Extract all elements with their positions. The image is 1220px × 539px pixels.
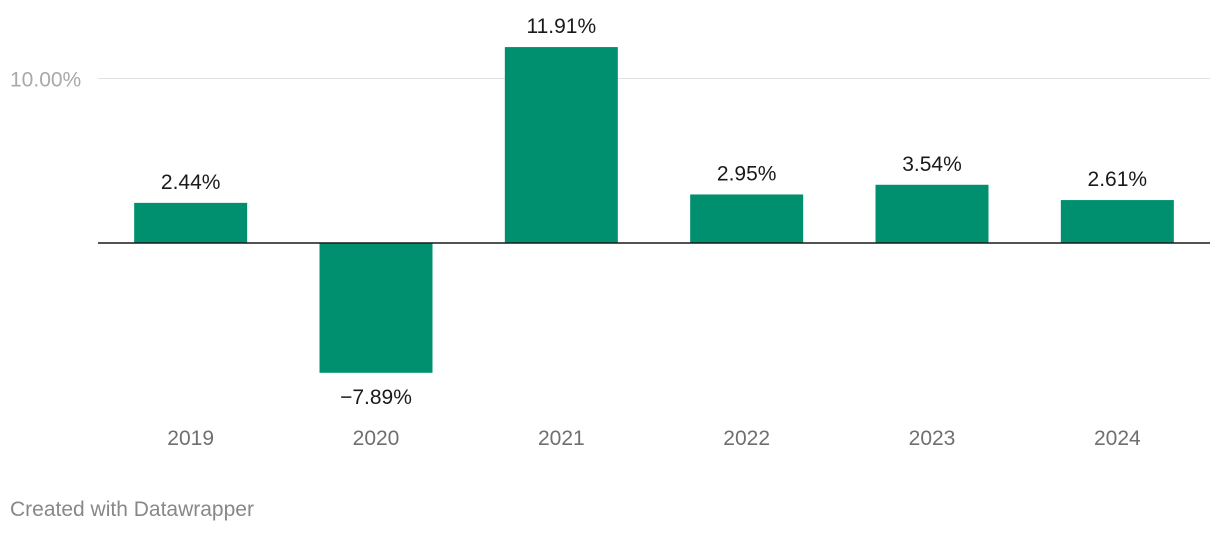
x-tick-label-2024: 2024	[1094, 427, 1141, 450]
bars	[134, 47, 1174, 373]
bar-2022	[690, 194, 804, 243]
bar-2019	[134, 202, 248, 243]
bar-2024	[1060, 200, 1174, 243]
data-label-2024: 2.61%	[1088, 168, 1148, 191]
footer-credit: Created with Datawrapper	[10, 498, 254, 521]
x-tick-label-2019: 2019	[167, 427, 214, 450]
x-tick-label-2023: 2023	[909, 427, 956, 450]
bar-2020	[319, 243, 433, 373]
x-tick-label-2022: 2022	[723, 427, 770, 450]
bar-2023	[875, 184, 989, 243]
data-label-2023: 3.54%	[902, 153, 962, 176]
data-label-2022: 2.95%	[717, 162, 777, 185]
data-label-2019: 2.44%	[161, 171, 221, 194]
gridlines: 10.00%	[10, 69, 1210, 92]
x-tick-label-2020: 2020	[353, 427, 400, 450]
x-axis-ticks: 2019 2020 2021 2022 2023 2024	[167, 427, 1141, 450]
data-label-2021: 11.91%	[526, 15, 596, 38]
data-label-2020: −7.89%	[340, 386, 412, 409]
x-tick-label-2021: 2021	[538, 427, 585, 450]
y-tick-label: 10.00%	[10, 69, 81, 92]
bar-2021	[504, 47, 618, 243]
data-labels: 2.44% −7.89% 11.91% 2.95% 3.54% 2.61%	[161, 15, 1147, 409]
